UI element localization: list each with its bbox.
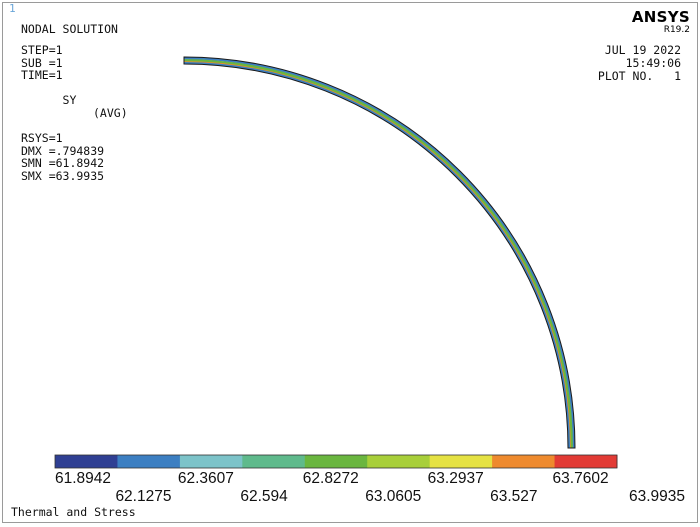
smx-label: SMX =63.9935 (21, 168, 105, 183)
legend-value: 61.8942 (55, 470, 112, 487)
window-number: 1 (9, 2, 16, 15)
ansys-logo: ANSYS R19.2 (632, 9, 690, 35)
ring-inner-band (183, 61, 571, 449)
time-label: TIME=1 (21, 68, 63, 83)
result-item-row: SY (AVG) (21, 82, 128, 132)
legend-value: 63.527 (490, 488, 538, 505)
legend-value: 63.0605 (365, 488, 422, 505)
legend-bar (54, 454, 618, 469)
rsys-label: RSYS=1 (21, 131, 63, 146)
legend-swatch-6 (429, 455, 493, 468)
date-block: JUL 19 2022 15:49:06 PLOT NO. 1 (598, 44, 681, 83)
plot-date: JUL 19 2022 (604, 43, 681, 57)
legend-swatch-2 (179, 455, 243, 468)
ring-hot-line (183, 61, 571, 449)
result-item-label: SY (62, 93, 77, 108)
legend-value: 62.8272 (302, 470, 359, 487)
legend-swatch-1 (117, 455, 181, 468)
legend-value: 63.2937 (427, 470, 484, 487)
legend-value: 62.1275 (115, 488, 172, 505)
legend-frame (54, 454, 618, 469)
logo-version: R19.2 (663, 25, 690, 35)
legend-swatch-8 (554, 455, 618, 468)
averaging-label: (AVG) (93, 105, 128, 120)
footer-label: Thermal and Stress (11, 505, 136, 519)
solution-info-block: STEP=1 SUB =1 TIME=1 SY (AVG) RSYS=1 DMX… (21, 43, 128, 183)
smn-label: SMN =61.8942 (21, 156, 105, 171)
plot-time: 15:49:06 (625, 56, 681, 70)
legend-value: 62.594 (240, 488, 288, 505)
legend-swatch-4 (304, 455, 368, 468)
legend-value: 62.3607 (177, 470, 234, 487)
logo-name: ANSYS (631, 8, 690, 26)
plot-number: PLOT NO. 1 (597, 69, 681, 83)
legend-swatch-5 (367, 455, 431, 468)
legend-swatch-3 (242, 455, 306, 468)
model-geometry (183, 56, 576, 449)
solution-title: NODAL SOLUTION (21, 22, 118, 36)
ring-outline (183, 56, 576, 449)
legend-swatch-0 (55, 455, 118, 468)
step-label: STEP=1 (21, 43, 63, 57)
contour-plot (54, 56, 618, 469)
substep-label: SUB =1 (21, 55, 63, 70)
ring-outer-band (183, 57, 575, 449)
legend-value: 63.9935 (628, 488, 685, 505)
ring-mid-band (183, 59, 573, 449)
legend-swatch-7 (492, 455, 556, 468)
legend-value: 63.7602 (552, 470, 609, 487)
dmx-label: DMX =.794839 (21, 143, 105, 158)
